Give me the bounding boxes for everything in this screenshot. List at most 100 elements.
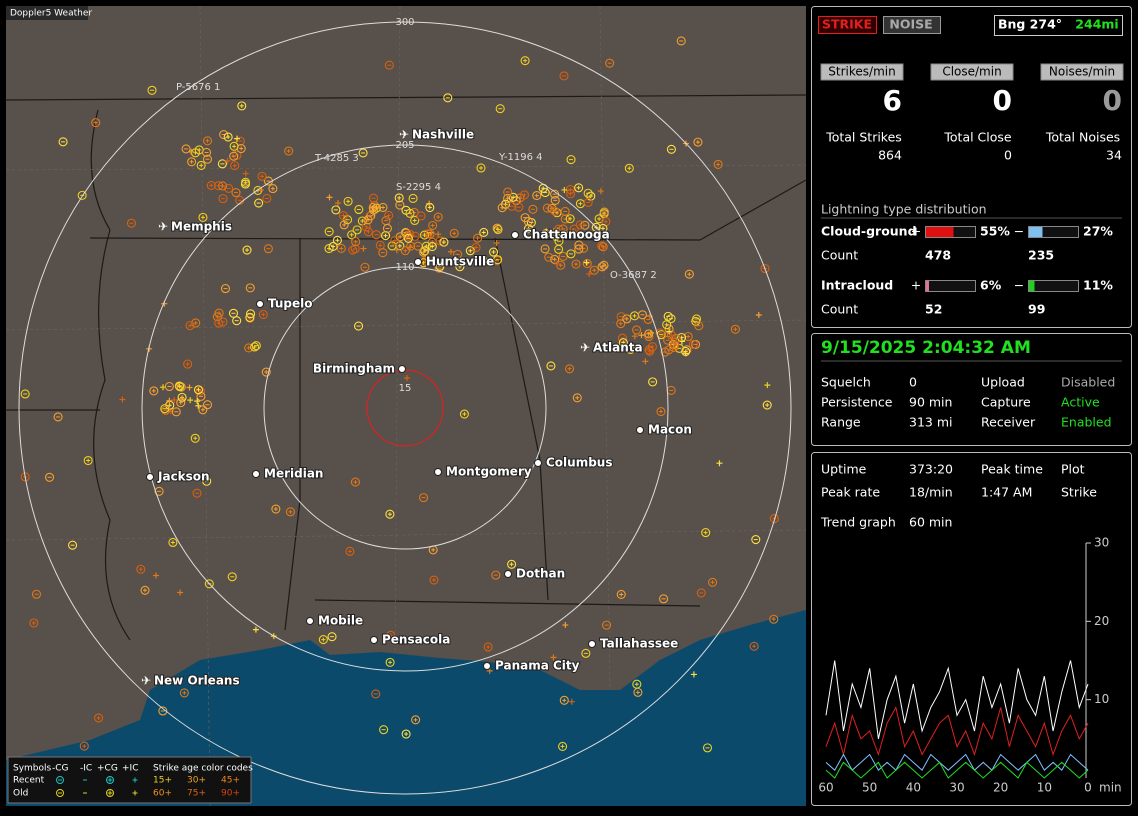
- strike-sign: [93, 120, 98, 125]
- trend-line: [825, 761, 1089, 779]
- strike-cg: [20, 389, 30, 399]
- strike-ic: [562, 622, 569, 629]
- label: Chattanooga: [523, 228, 610, 242]
- strike-cg: [250, 342, 260, 352]
- strike-cg: [149, 386, 159, 396]
- label: Symbols: [13, 764, 52, 774]
- strike-sign: [217, 311, 222, 316]
- strike-markers: [20, 36, 779, 753]
- strike-cg: [540, 244, 550, 254]
- strike-cg: [663, 335, 673, 345]
- strike-sign: [647, 349, 652, 354]
- strike-cg: [410, 231, 420, 241]
- strike-sign: [578, 222, 583, 227]
- strike-cg: [544, 252, 554, 262]
- label: Strike: [1061, 485, 1097, 500]
- strike-cg: [387, 241, 397, 251]
- strike-cg: [762, 400, 772, 410]
- strike-cg: [749, 641, 759, 651]
- strike-cg: [79, 741, 89, 751]
- strike-cg: [616, 312, 626, 322]
- strike-cg: [68, 540, 78, 550]
- strike-cg: [542, 203, 552, 213]
- legend-box: [7, 756, 252, 804]
- strike-cg: [492, 223, 502, 233]
- city-dot: [534, 459, 542, 467]
- strike-sign: [597, 216, 602, 221]
- strike-sign: [430, 223, 435, 228]
- strike-cg: [350, 477, 360, 487]
- strike-sign: [216, 321, 221, 326]
- strike-cg: [624, 163, 634, 173]
- label: Meridian: [264, 467, 323, 481]
- strike-sign: [260, 174, 265, 179]
- strike-cg: [507, 559, 517, 569]
- strike-cg: [285, 507, 295, 517]
- label: T-4285 3: [314, 153, 359, 164]
- label: 10: [1037, 781, 1052, 795]
- mode-button[interactable]: [883, 16, 941, 34]
- strike-cg: [566, 155, 576, 165]
- label: 90 min: [909, 395, 952, 410]
- strike-sign: [177, 384, 182, 389]
- strike-sign: [716, 162, 721, 167]
- strike-cg: [622, 314, 632, 324]
- strike-sign: [378, 243, 383, 248]
- trend-line: [825, 660, 1089, 739]
- strike-cg: [206, 180, 216, 190]
- strike-cg: [371, 689, 381, 699]
- strike-sign: [658, 409, 663, 414]
- strike-cg: [227, 572, 237, 582]
- strike-sign: [430, 244, 435, 249]
- strike-sign: [286, 149, 291, 154]
- strike-sign: [695, 140, 700, 145]
- strike-cg: [284, 146, 294, 156]
- label: +: [911, 224, 921, 239]
- strike-cg: [655, 328, 665, 338]
- strike-sign: [397, 195, 402, 200]
- strike-cg: [559, 695, 569, 705]
- strike-cg: [94, 713, 104, 723]
- strike-sign: [264, 370, 269, 375]
- label: Macon: [648, 423, 692, 437]
- strike-ic: [435, 231, 442, 238]
- strike-sign: [560, 744, 565, 749]
- strike-cg: [386, 630, 396, 640]
- strike-sign: [562, 698, 567, 703]
- airport-icon: ✈: [158, 220, 168, 234]
- strike-ic: [194, 398, 201, 405]
- strike-cg: [231, 188, 241, 198]
- strike-cg: [523, 224, 534, 234]
- strike-cg: [684, 269, 694, 279]
- strike-cg: [385, 657, 395, 667]
- strike-sign: [621, 340, 626, 345]
- strike-cg: [218, 194, 228, 204]
- strike-cg: [503, 187, 513, 197]
- mode-button[interactable]: [818, 16, 877, 34]
- strike-cg: [433, 212, 443, 222]
- trend-line: [825, 753, 1089, 771]
- strike-cg: [701, 528, 711, 538]
- strike-cg: [569, 224, 579, 234]
- label: Montgomery: [446, 465, 532, 479]
- strike-cg: [676, 36, 686, 46]
- strike-ic: [631, 333, 638, 340]
- label: Panama City: [495, 659, 580, 673]
- strike-cg: [421, 241, 431, 251]
- label: Tupelo: [268, 297, 313, 311]
- strike-sign: [245, 248, 250, 253]
- strike-cg: [378, 202, 388, 213]
- strike-sign: [624, 316, 629, 321]
- strike-sign: [436, 215, 441, 220]
- label: 18/min: [909, 485, 953, 500]
- strike-ic: [493, 240, 500, 247]
- bearing-box: [994, 15, 1123, 36]
- strike-sign: [486, 644, 491, 649]
- strike-cg: [179, 688, 189, 698]
- strike-ic: [583, 259, 590, 266]
- strike-sign: [568, 187, 573, 192]
- strike-cg: [164, 381, 174, 392]
- panel-box: [811, 452, 1132, 806]
- strike-cg: [582, 259, 592, 269]
- strike-cg: [760, 263, 770, 274]
